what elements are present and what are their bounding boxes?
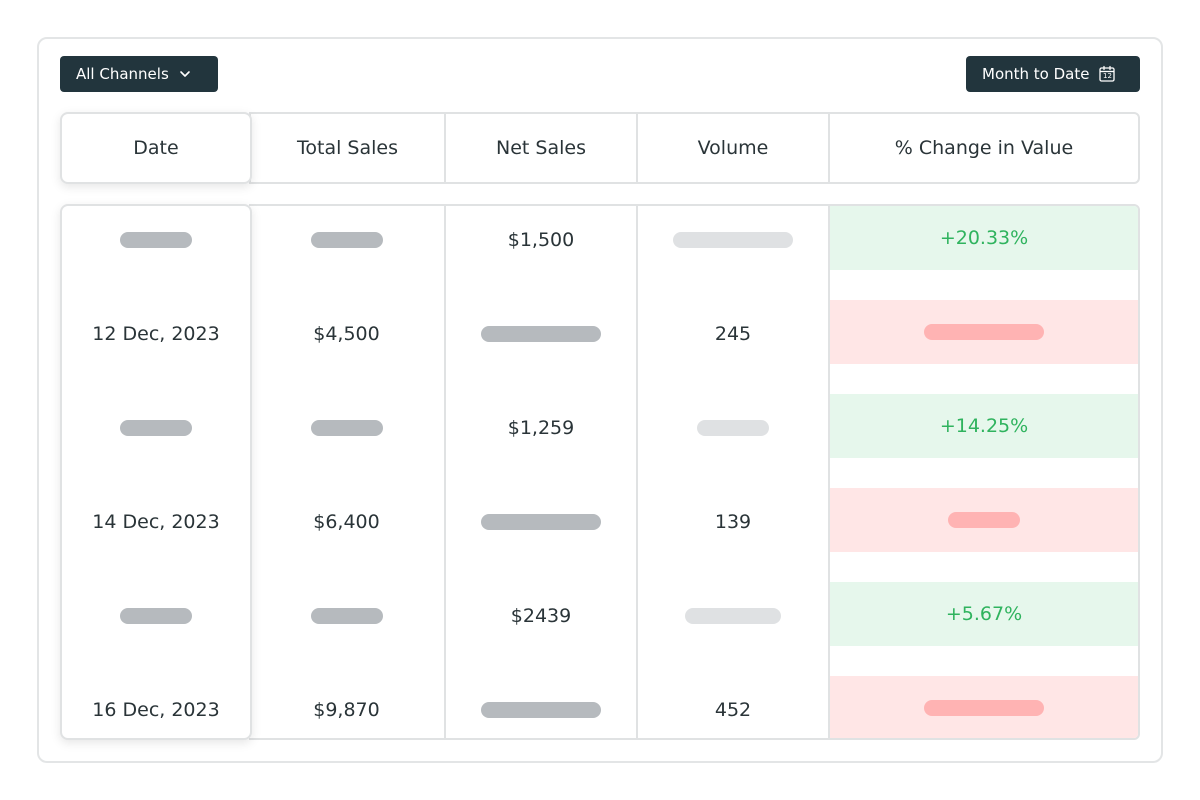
loading-placeholder	[120, 420, 192, 436]
total-sales-column: $4,500 $6,400 $9,870	[249, 204, 446, 740]
net-sales-column: $1,500 $1,259 $2439	[444, 204, 638, 740]
change-positive: +20.33%	[830, 206, 1138, 270]
loading-placeholder	[120, 608, 192, 624]
loading-placeholder	[481, 514, 601, 530]
table-row	[62, 208, 250, 272]
column-header-change[interactable]: % Change in Value	[828, 112, 1140, 184]
table-row	[249, 396, 444, 460]
change-negative	[830, 676, 1138, 738]
change-negative	[830, 300, 1138, 364]
table-row: $9,870	[313, 699, 380, 721]
change-column: +20.33% +14.25% +5.67%	[828, 204, 1140, 740]
table-row: 12 Dec, 2023	[92, 323, 220, 345]
column-header-date[interactable]: Date	[60, 112, 252, 184]
column-header-total-sales[interactable]: Total Sales	[249, 112, 446, 184]
table-row	[446, 302, 636, 366]
loading-placeholder	[310, 232, 383, 248]
period-filter-button[interactable]: Month to Date 12	[966, 56, 1140, 92]
column-header-net-sales[interactable]: Net Sales	[444, 112, 638, 184]
table-row	[62, 584, 250, 648]
loading-placeholder	[924, 700, 1044, 716]
calendar-icon: 12	[1098, 65, 1116, 83]
table-row: 139	[714, 511, 752, 533]
table-row	[62, 396, 250, 460]
chevron-down-icon	[178, 67, 192, 81]
table-row	[638, 396, 828, 460]
table-row: 14 Dec, 2023	[92, 511, 220, 533]
table-row	[638, 208, 828, 272]
loading-placeholder	[697, 420, 769, 436]
table-row	[638, 584, 828, 648]
change-positive: +14.25%	[830, 394, 1138, 458]
channel-filter-label: All Channels	[76, 65, 169, 83]
loading-placeholder	[120, 232, 192, 248]
table-row: $4,500	[313, 323, 380, 345]
table-row	[249, 208, 444, 272]
change-positive: +5.67%	[830, 582, 1138, 646]
period-filter-label: Month to Date	[982, 65, 1090, 83]
table-row: $6,400	[313, 511, 380, 533]
loading-placeholder	[948, 512, 1020, 528]
loading-placeholder	[685, 608, 781, 624]
change-negative	[830, 488, 1138, 552]
table-row: 452	[714, 699, 752, 721]
loading-placeholder	[481, 702, 601, 718]
loading-placeholder	[310, 420, 383, 436]
table-row: 16 Dec, 2023	[92, 699, 220, 721]
table-row: $2439	[510, 605, 572, 627]
date-column: 12 Dec, 2023 14 Dec, 2023 16 Dec, 2023	[60, 204, 252, 740]
table-row	[249, 584, 444, 648]
table-row	[446, 490, 636, 554]
table-row: 245	[714, 323, 752, 345]
loading-placeholder	[673, 232, 793, 248]
loading-placeholder	[924, 324, 1044, 340]
table-row: $1,500	[507, 229, 575, 251]
loading-placeholder	[481, 326, 601, 342]
table-row	[446, 678, 636, 742]
calendar-day-number: 12	[1103, 72, 1112, 80]
channel-filter-dropdown[interactable]: All Channels	[60, 56, 218, 92]
column-header-volume[interactable]: Volume	[636, 112, 830, 184]
volume-column: 245 139 452	[636, 204, 830, 740]
loading-placeholder	[310, 608, 383, 624]
table-row: $1,259	[507, 417, 575, 439]
